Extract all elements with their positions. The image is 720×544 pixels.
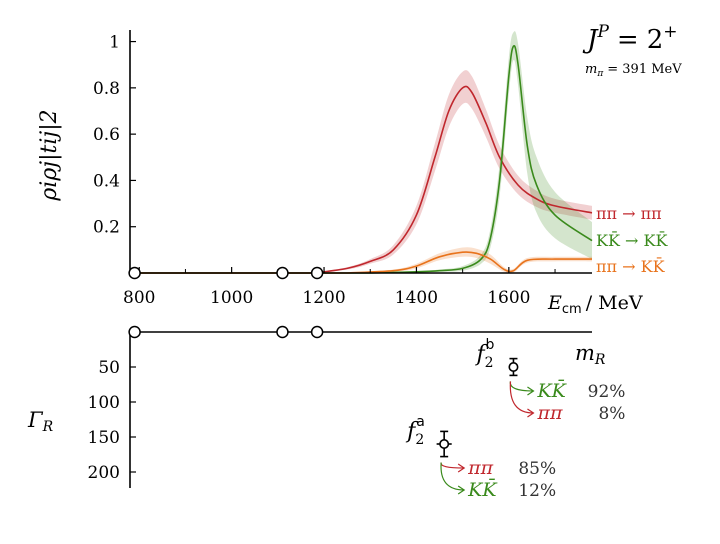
- pole-marker: [439, 438, 450, 449]
- pole-marker: [508, 361, 519, 372]
- band-orange: [347, 247, 592, 274]
- threshold-marker: [310, 266, 324, 280]
- bottom-panel: 50 100 150 200 mR ΓR f2b KK̄ 92% ππ 8% f2a ππ 85% K…: [27, 325, 625, 501]
- pole-f2b: f2b KK̄ 92% ππ 8%: [474, 337, 625, 424]
- y-tick-label: 0.6: [93, 125, 120, 145]
- top-panel: 800 1000 1200 1400 1600 0.2 0.4 0.6 0.8 1 ρiρj|ti…: [37, 30, 668, 317]
- band-green: [370, 31, 592, 273]
- decay-arrow: [440, 462, 465, 491]
- arrow-head: [527, 386, 535, 396]
- y-tick-label: 0.4: [93, 171, 120, 191]
- decay-percent: 85%: [518, 459, 556, 479]
- decay-percent: 92%: [588, 382, 626, 402]
- width-tick-label: 150: [88, 428, 120, 448]
- legend: ππ → ππ KK̄ → KK̄ ππ → KK̄: [596, 204, 668, 276]
- mass-threshold-marker: [276, 325, 289, 339]
- decay-arrow: [509, 381, 534, 414]
- decay-channel: ππ: [536, 402, 562, 424]
- decay-channel: KK̄: [467, 478, 498, 501]
- arrow-head: [457, 485, 466, 495]
- x-axis-label: Ecm / MeV: [547, 292, 643, 317]
- width-tick-label: 100: [88, 393, 120, 413]
- series-line-red: [130, 85, 593, 274]
- x-tick-label: 800: [123, 288, 155, 308]
- title-jp: JP = 2+: [582, 22, 677, 55]
- mass-threshold-marker: [310, 325, 324, 339]
- width-tick-label: 50: [98, 358, 120, 378]
- tick-layer: 800 1000 1200 1400 1600 0.2 0.4 0.6 0.8 1: [93, 33, 556, 308]
- pole-label: f2b: [474, 337, 494, 371]
- threshold-marker: [276, 266, 289, 280]
- decay-channel: KK̄: [536, 379, 567, 402]
- pole-f2a: f2a ππ 85% KK̄ 12%: [405, 414, 556, 501]
- legend-green: KK̄ → KK̄: [596, 229, 668, 250]
- width-tick-layer: 50 100 150 200: [88, 358, 136, 483]
- width-tick-label: 200: [88, 463, 120, 483]
- legend-orange: ππ → KK̄: [596, 255, 666, 276]
- pole-label: f2a: [405, 414, 425, 448]
- band-layer: [314, 31, 592, 274]
- band-red: [314, 70, 592, 273]
- y-axis-label: ρiρj|tij|2: [37, 109, 62, 201]
- decay-arrow: [509, 381, 534, 392]
- mass-axis-label: mR: [575, 341, 606, 368]
- pole-layer: f2b KK̄ 92% ππ 8% f2a ππ 85% KK̄ 12%: [405, 337, 625, 501]
- decay-percent: 8%: [598, 404, 625, 424]
- legend-red: ππ → ππ: [596, 204, 662, 223]
- x-tick-label: 1600: [487, 288, 530, 308]
- series-line-orange: [130, 251, 593, 274]
- threshold-marker: [128, 266, 141, 280]
- width-axis-label: ΓR: [27, 408, 54, 435]
- x-tick-label: 1400: [395, 288, 438, 308]
- threshold-layer: [128, 266, 324, 280]
- series-line-green: [130, 44, 593, 274]
- mass-note: mπ = 391 MeV: [585, 62, 682, 79]
- decay-percent: 12%: [518, 481, 556, 501]
- y-tick-label: 1: [109, 33, 120, 53]
- x-tick-label: 1000: [210, 288, 253, 308]
- line-layer: [130, 44, 593, 274]
- arrow-head: [457, 463, 466, 473]
- mass-threshold-marker: [128, 325, 141, 339]
- y-tick-label: 0.2: [93, 218, 120, 238]
- decay-channel: ππ: [467, 457, 493, 479]
- y-tick-label: 0.8: [93, 79, 120, 99]
- arrow-head: [527, 408, 535, 418]
- mass-threshold-layer: [128, 325, 324, 339]
- x-tick-label: 1200: [302, 288, 345, 308]
